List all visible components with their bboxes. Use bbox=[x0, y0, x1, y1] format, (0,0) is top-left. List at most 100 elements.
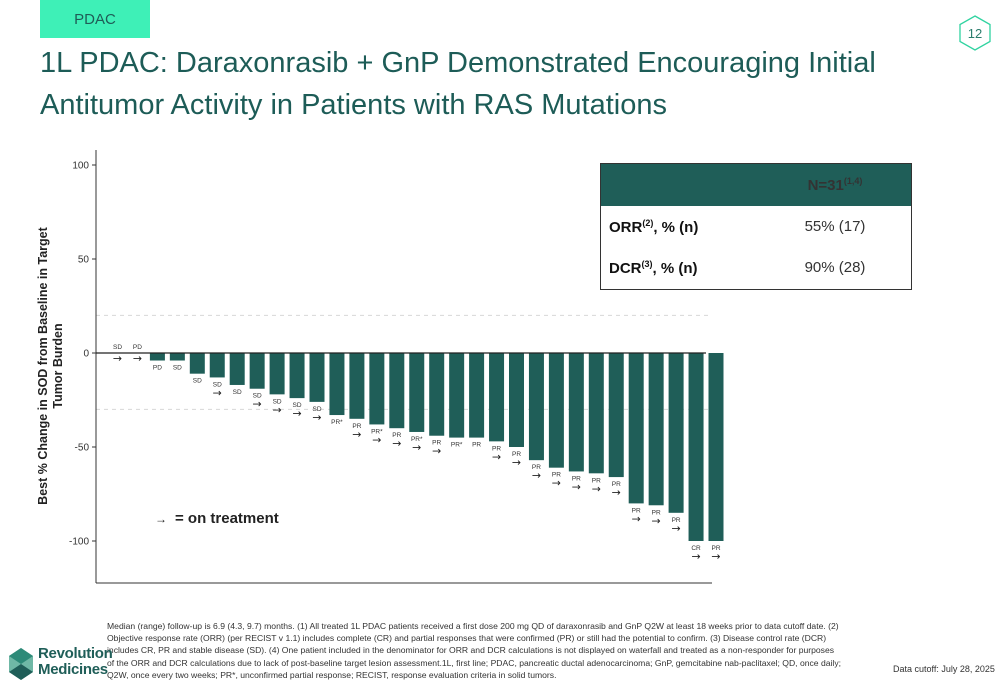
on-treatment-arrow-icon: → bbox=[133, 352, 142, 365]
bar bbox=[469, 353, 485, 438]
response-label: PR bbox=[592, 477, 601, 484]
response-label: PR* bbox=[411, 436, 423, 443]
bar bbox=[189, 353, 205, 374]
on-treatment-arrow-icon: → bbox=[272, 403, 281, 416]
bar bbox=[229, 353, 245, 385]
response-label: SD bbox=[113, 344, 122, 351]
stats-row-orr: ORR(2), % (n) 55% (17) bbox=[601, 206, 911, 247]
bar bbox=[389, 353, 405, 429]
bar bbox=[209, 353, 225, 378]
y-tick-label: 0 bbox=[83, 349, 89, 360]
orr-label: ORR bbox=[609, 218, 643, 236]
response-label: PR bbox=[472, 442, 481, 449]
company-logo: Revolution Medicines bbox=[8, 646, 113, 682]
on-treatment-arrow-icon: → bbox=[711, 550, 720, 563]
bar bbox=[289, 353, 305, 399]
page-number-badge: 12 bbox=[959, 15, 991, 51]
response-label: PR bbox=[552, 472, 561, 479]
footnote: Median (range) follow-up is 6.9 (4.3, 9.… bbox=[107, 621, 842, 680]
bar bbox=[628, 353, 644, 504]
bar bbox=[688, 353, 704, 541]
bar bbox=[429, 353, 445, 436]
bar bbox=[528, 353, 544, 461]
bar bbox=[169, 353, 185, 361]
response-label: PR* bbox=[371, 428, 383, 435]
bar bbox=[489, 353, 505, 442]
logo-mark-icon bbox=[9, 648, 33, 680]
dcr-label: DCR bbox=[609, 259, 642, 277]
bar bbox=[309, 353, 325, 402]
page-title: 1L PDAC: Daraxonrasib + GnP Demonstrated… bbox=[40, 47, 876, 121]
y-tick-label: 50 bbox=[78, 255, 90, 266]
orr-suffix: , % (n) bbox=[653, 218, 699, 236]
on-treatment-arrow-icon: → bbox=[552, 477, 561, 490]
logo-line-2: Medicines bbox=[38, 661, 108, 678]
on-treatment-arrow-icon: → bbox=[632, 512, 641, 525]
response-label: SD bbox=[213, 381, 222, 388]
on-treatment-arrow-icon: → bbox=[412, 441, 421, 454]
response-label: PR bbox=[652, 509, 661, 516]
response-label: PR bbox=[492, 445, 501, 452]
stats-table: N=31(1,4) ORR(2), % (n) 55% (17) DCR(3),… bbox=[600, 163, 912, 290]
response-label: PR bbox=[612, 481, 621, 488]
response-label: SD bbox=[273, 398, 282, 405]
on-treatment-arrow-icon: → bbox=[372, 433, 381, 446]
bar bbox=[708, 353, 724, 541]
bar bbox=[568, 353, 584, 472]
stats-header-sup: (1,4) bbox=[843, 176, 863, 186]
logo-line-1: Revolution bbox=[38, 645, 113, 662]
on-treatment-arrow-icon: → bbox=[592, 482, 601, 495]
on-treatment-arrow-icon: → bbox=[352, 428, 361, 441]
response-label: PR bbox=[432, 440, 441, 447]
on-treatment-arrow-icon: → bbox=[691, 550, 700, 563]
dcr-value: 90% (28) bbox=[804, 259, 866, 276]
response-label: PR bbox=[352, 423, 361, 430]
bar bbox=[588, 353, 604, 474]
bar bbox=[149, 353, 165, 361]
on-treatment-arrow-icon: → bbox=[392, 437, 401, 450]
bar bbox=[648, 353, 664, 506]
stats-row-dcr: DCR(3), % (n) 90% (28) bbox=[601, 247, 911, 288]
response-label: SD bbox=[173, 365, 182, 372]
response-label: SD bbox=[253, 393, 262, 400]
response-label: PD bbox=[153, 365, 162, 372]
bar bbox=[608, 353, 624, 478]
bar bbox=[269, 353, 285, 395]
y-tick-label: -100 bbox=[69, 537, 89, 548]
legend: → = on treatment bbox=[155, 510, 279, 527]
dcr-suffix: , % (n) bbox=[652, 259, 698, 277]
response-label: PR bbox=[392, 432, 401, 439]
bar bbox=[329, 353, 345, 416]
response-label: PR bbox=[512, 451, 521, 458]
bar bbox=[509, 353, 524, 447]
response-label: PR bbox=[672, 517, 681, 524]
legend-arrow-icon: → bbox=[155, 511, 167, 526]
orr-sup: (2) bbox=[642, 217, 654, 228]
bar bbox=[369, 353, 385, 425]
y-tick-label: -50 bbox=[75, 443, 90, 454]
on-treatment-arrow-icon: → bbox=[532, 469, 541, 482]
bar bbox=[349, 353, 365, 419]
y-axis-title: Best % Change in SOD from Baseline in Ta… bbox=[36, 227, 65, 505]
on-treatment-arrow-icon: → bbox=[113, 352, 122, 365]
bar bbox=[409, 353, 425, 432]
response-label: PR bbox=[632, 507, 641, 514]
legend-text: = on treatment bbox=[175, 510, 279, 527]
on-treatment-arrow-icon: → bbox=[312, 411, 321, 424]
response-label: PR bbox=[572, 475, 581, 482]
hexagon-icon bbox=[959, 15, 991, 51]
bar bbox=[548, 353, 564, 468]
on-treatment-arrow-icon: → bbox=[612, 486, 621, 499]
response-label: PD bbox=[133, 344, 142, 351]
orr-value: 55% (17) bbox=[804, 218, 866, 235]
response-label: SD bbox=[193, 378, 202, 385]
bar bbox=[449, 353, 465, 438]
on-treatment-arrow-icon: → bbox=[253, 398, 262, 411]
on-treatment-arrow-icon: → bbox=[512, 456, 521, 469]
on-treatment-arrow-icon: → bbox=[432, 445, 441, 458]
section-tag: PDAC bbox=[40, 0, 150, 38]
response-label: SD bbox=[233, 389, 242, 396]
on-treatment-arrow-icon: → bbox=[671, 522, 680, 535]
on-treatment-arrow-icon: → bbox=[213, 386, 222, 399]
